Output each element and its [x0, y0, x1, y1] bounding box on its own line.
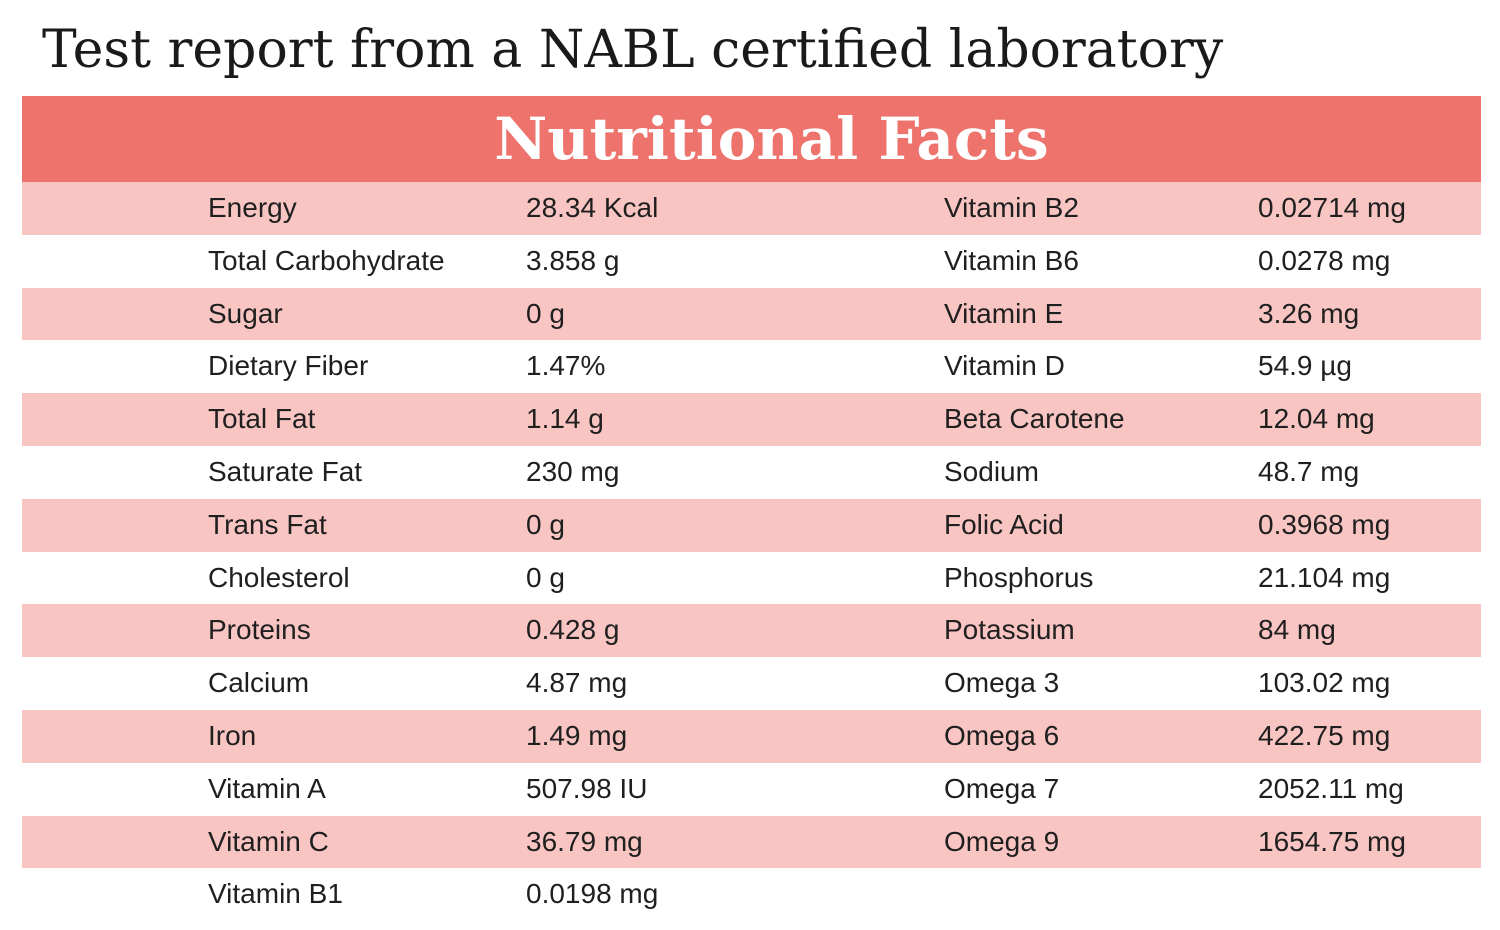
nutrient-name: Potassium	[944, 614, 1075, 646]
nutrient-name: Calcium	[208, 667, 310, 699]
nutrient-name: Vitamin B1	[208, 878, 343, 910]
table-row: Proteins 0.428 g Potassium 84 mg	[22, 604, 1481, 658]
nutrient-value: 3.858 g	[526, 244, 620, 276]
nutrient-value: 1654.75 mg	[1258, 825, 1406, 857]
nutrient-name: Folic Acid	[944, 508, 1064, 540]
nutrient-name: Vitamin E	[944, 297, 1064, 329]
nutrient-value: 0 g	[526, 508, 565, 540]
nutrient-value: 507.98 IU	[526, 772, 648, 804]
nutrient-value: 12.04 mg	[1258, 403, 1375, 435]
table-row: Total Fat 1.14 g Beta Carotene 12.04 mg	[22, 393, 1481, 446]
nutrient-value: 0.02714 mg	[1258, 192, 1406, 223]
nutrient-value: 28.34 Kcal	[526, 192, 659, 223]
nutrient-value: 2052.11 mg	[1258, 772, 1404, 804]
table-row: Calcium 4.87 mg Omega 3 103.02 mg	[22, 657, 1481, 710]
nutrient-name: Proteins	[208, 614, 311, 646]
nutrient-value: 48.7 mg	[1258, 455, 1360, 487]
nutrient-name: Vitamin B6	[944, 244, 1079, 276]
nutrient-name: Vitamin A	[208, 772, 326, 804]
nutrient-value: 1.49 mg	[526, 719, 628, 751]
nutrient-name: Phosphorus	[944, 561, 1094, 593]
nutrient-name: Total Carbohydrate	[208, 244, 445, 276]
nutrient-value: 1.14 g	[526, 403, 604, 435]
nutrient-name: Omega 3	[944, 667, 1060, 699]
nutrient-name: Beta Carotene	[944, 403, 1125, 435]
nutrient-name: Vitamin D	[944, 350, 1065, 382]
table-row: Trans Fat 0 g Folic Acid 0.3968 mg	[22, 498, 1481, 552]
nutrition-table: Nutritional Facts Energy 28.34 Kcal Vitami…	[22, 96, 1481, 921]
nutrient-name: Total Fat	[208, 403, 316, 435]
nutrient-value: 0.3968 mg	[1258, 508, 1391, 540]
nutrient-value: 1.47%	[526, 350, 606, 382]
table-row: Sugar 0 g Vitamin E 3.26 mg	[22, 287, 1481, 341]
nutrient-value: 21.104 mg	[1258, 561, 1391, 593]
table-row: Total Carbohydrate 3.858 g Vitamin B6 0.027…	[22, 235, 1481, 288]
nutrient-value: 36.79 mg	[526, 825, 643, 857]
table-body: Energy 28.34 Kcal Vitamin B2 0.02714 mg Tota…	[22, 182, 1481, 921]
nutrient-name: Sugar	[208, 297, 283, 329]
table-row: Energy 28.34 Kcal Vitamin B2 0.02714 mg	[22, 182, 1481, 235]
nutrient-value: 0 g	[526, 561, 565, 593]
nutrient-value: 0.0198 mg	[526, 878, 659, 910]
nutrient-name: Omega 7	[944, 772, 1060, 804]
nutrient-name: Vitamin B2	[944, 192, 1079, 223]
page-title: Test report from a NABL certified labora…	[42, 20, 1224, 80]
table-row: Dietary Fiber 1.47% Vitamin D 54.9 µg	[22, 340, 1481, 393]
nutrient-name: Saturate Fat	[208, 455, 363, 487]
table-header: Nutritional Facts	[22, 96, 1481, 182]
nutrient-name: Trans Fat	[208, 508, 327, 540]
table-row: Cholesterol 0 g Phosphorus 21.104 mg	[22, 552, 1481, 605]
table-header-title: Nutritional Facts	[494, 105, 1049, 173]
nutrient-name: Omega 6	[944, 719, 1060, 751]
table-row: Saturate Fat 230 mg Sodium 48.7 mg	[22, 446, 1481, 499]
nutrient-value: 0.428 g	[526, 614, 620, 646]
table-row: Iron 1.49 mg Omega 6 422.75 mg	[22, 709, 1481, 763]
nutrient-name: Energy	[208, 192, 297, 223]
nutrient-name: Sodium	[944, 455, 1039, 487]
nutrient-value: 230 mg	[526, 455, 620, 487]
nutrient-value: 54.9 µg	[1258, 350, 1352, 382]
nutrient-name: Dietary Fiber	[208, 350, 369, 382]
table-row: Vitamin A 507.98 IU Omega 7 2052.11 mg	[22, 763, 1481, 816]
nutrient-value: 4.87 mg	[526, 667, 628, 699]
nutrient-name: Omega 9	[944, 825, 1060, 857]
nutrient-name: Iron	[208, 719, 257, 751]
nutrient-value: 422.75 mg	[1258, 719, 1391, 751]
nutrient-value: 103.02 mg	[1258, 667, 1391, 699]
table-row: Vitamin B1 0.0198 mg	[22, 868, 1481, 921]
nutrient-name: Cholesterol	[208, 561, 350, 593]
nutrient-value: 3.26 mg	[1258, 297, 1360, 329]
nutrient-value: 0.0278 mg	[1258, 244, 1391, 276]
table-row: Vitamin C 36.79 mg Omega 9 1654.75 mg	[22, 815, 1481, 869]
nutrient-value: 84 mg	[1258, 614, 1336, 646]
nutrient-value: 0 g	[526, 297, 565, 329]
nutrient-name: Vitamin C	[208, 825, 329, 857]
